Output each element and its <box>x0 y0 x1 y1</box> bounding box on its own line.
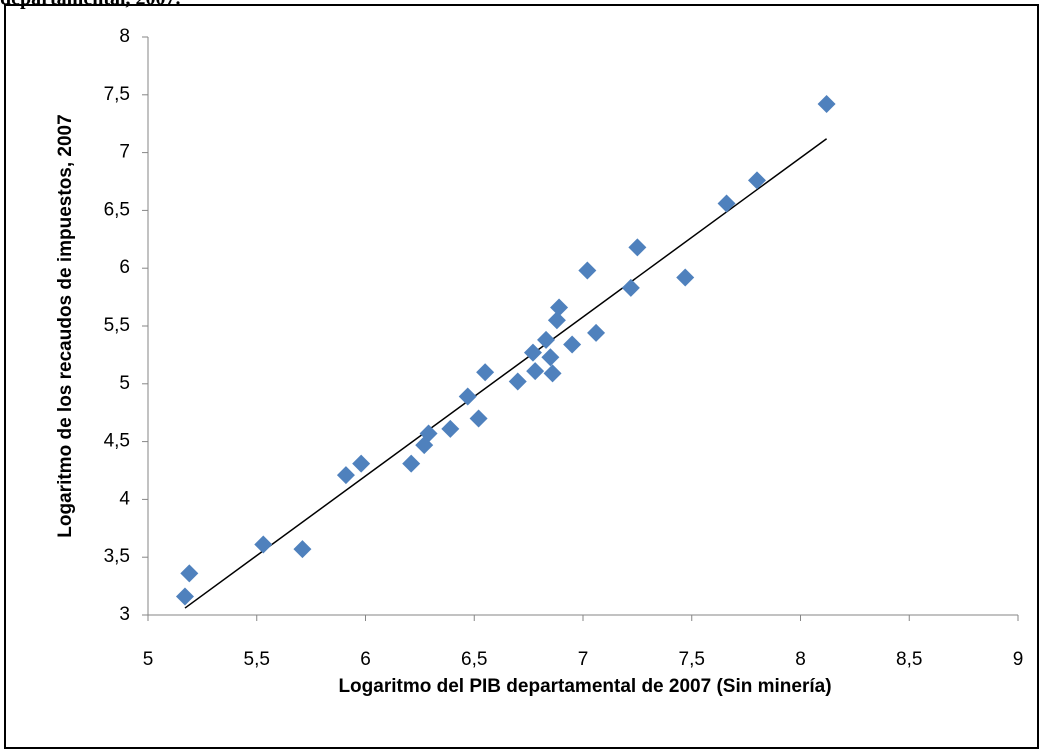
point <box>336 466 355 485</box>
point <box>543 364 562 383</box>
point <box>419 424 438 443</box>
point <box>547 311 566 330</box>
x-tick-label: 7 <box>578 649 589 670</box>
point <box>469 409 488 428</box>
y-axis-label: Logaritmo de los recaudos de impuestos, … <box>55 114 76 537</box>
chart-frame <box>4 4 1039 749</box>
point <box>537 330 556 349</box>
point <box>175 587 194 606</box>
trendline <box>184 138 828 609</box>
point <box>476 363 495 382</box>
x-tick-label: 5,5 <box>244 649 270 670</box>
y-tick-label: 5 <box>119 373 130 394</box>
x-axis-label: Logaritmo del PIB departamental de 2007 … <box>338 676 831 697</box>
point <box>254 535 273 554</box>
point <box>352 454 371 473</box>
point <box>587 323 606 342</box>
x-tick-label: 6 <box>360 649 371 670</box>
point <box>523 343 542 362</box>
y-tick-label: 3,5 <box>104 546 130 567</box>
y-tick-label: 3 <box>119 604 130 625</box>
x-tick-label: 8,5 <box>896 649 922 670</box>
point <box>550 298 569 317</box>
x-tick-label: 6,5 <box>461 649 487 670</box>
point <box>180 564 199 583</box>
point <box>458 387 477 406</box>
point <box>628 238 647 257</box>
chart-title: departamental, 2007. <box>0 0 181 10</box>
x-tick-label: 8 <box>795 649 806 670</box>
y-tick-label: 7 <box>119 142 130 163</box>
point <box>563 335 582 354</box>
y-tick-label: 8 <box>119 26 130 47</box>
point <box>402 454 421 473</box>
y-tick-label: 5,5 <box>104 315 130 336</box>
point <box>748 171 766 190</box>
y-tick-label: 4 <box>119 488 130 509</box>
y-tick-label: 7,5 <box>104 84 130 105</box>
point <box>541 348 560 367</box>
y-tick-label: 6 <box>119 257 130 278</box>
point <box>508 372 527 391</box>
point <box>717 194 736 213</box>
x-tick-label: 7,5 <box>679 649 705 670</box>
y-tick-label: 4,5 <box>104 431 130 452</box>
point <box>817 95 836 114</box>
x-tick-label: 9 <box>1013 649 1024 670</box>
point <box>441 419 460 438</box>
point <box>526 362 545 381</box>
point <box>621 278 640 297</box>
point <box>293 540 312 559</box>
point <box>578 261 597 280</box>
y-tick-label: 6,5 <box>104 199 130 220</box>
point <box>676 268 695 287</box>
x-tick-label: 5 <box>143 649 154 670</box>
